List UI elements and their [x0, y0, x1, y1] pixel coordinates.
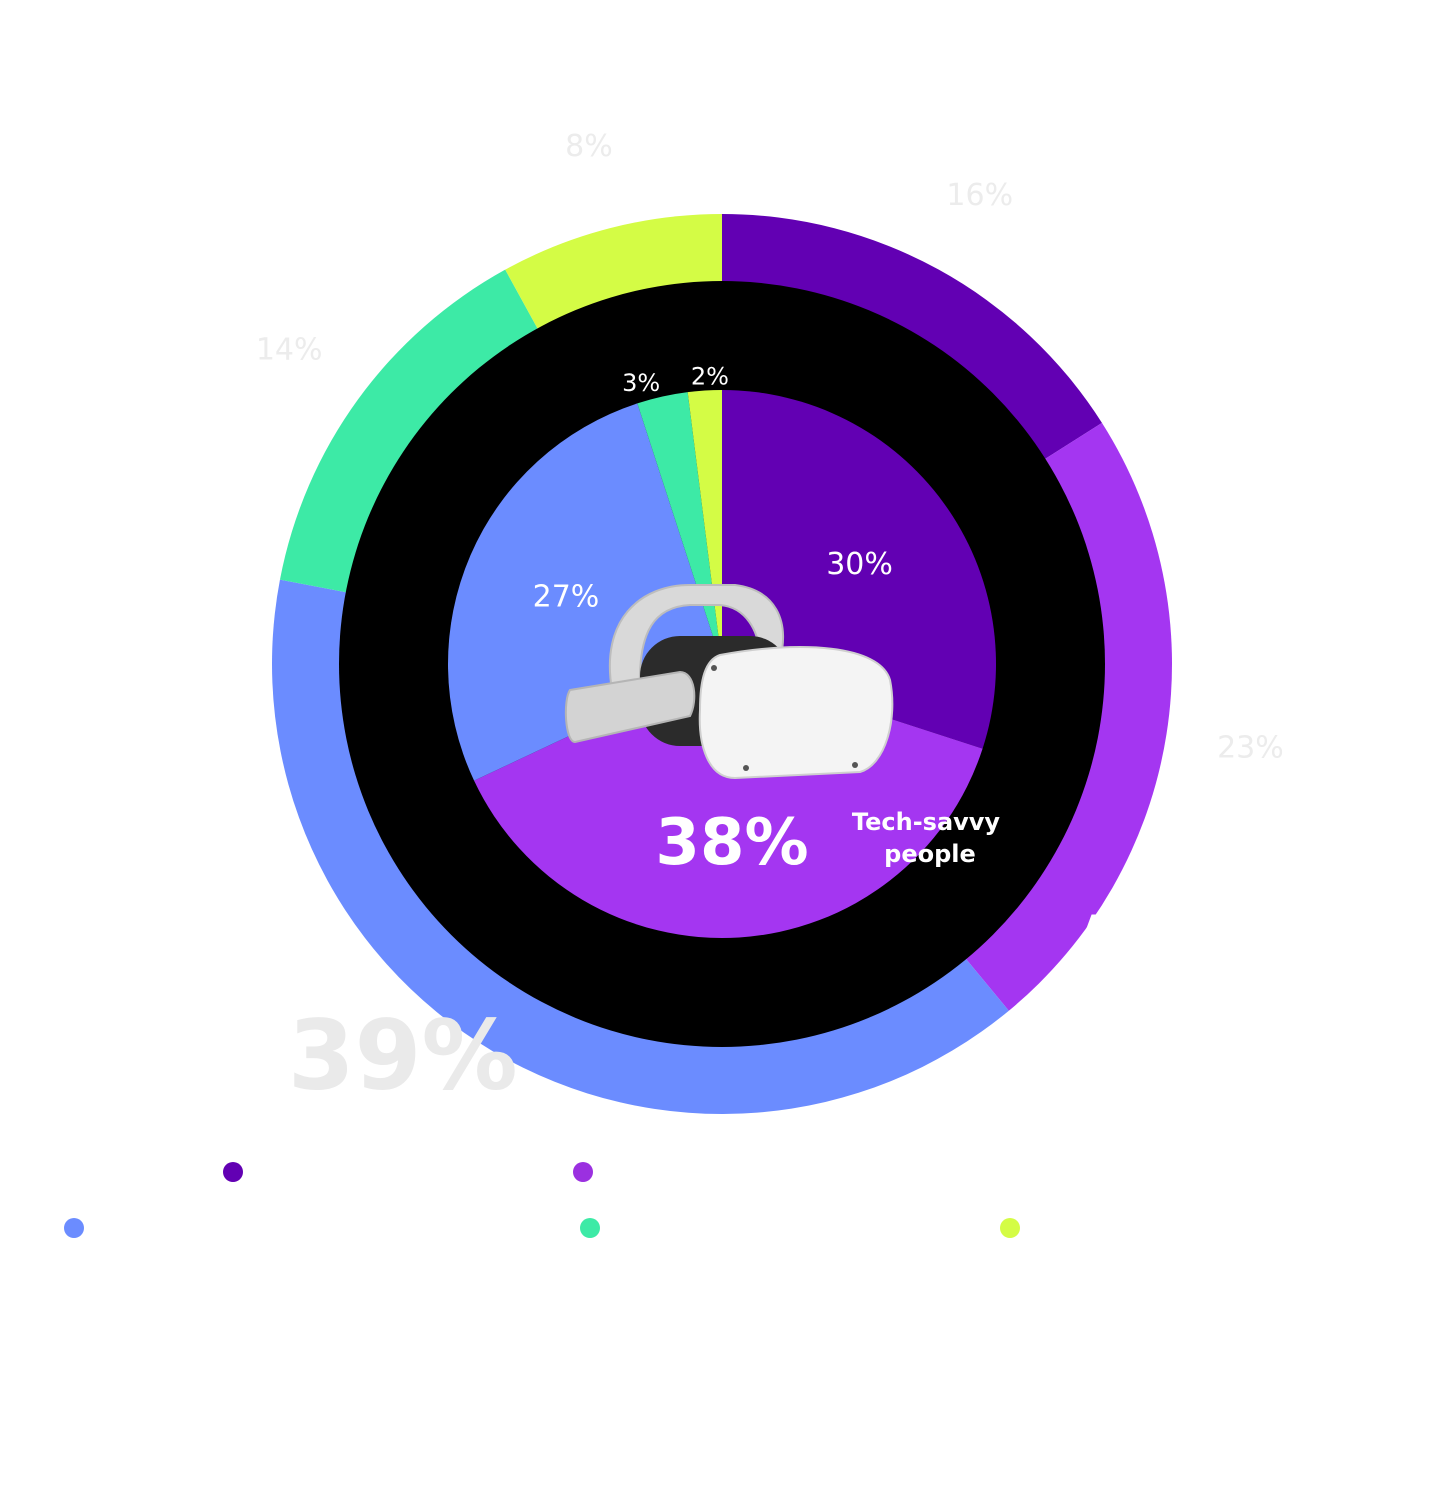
inner-label-2: 27%	[533, 579, 600, 614]
outer-label-2: 39%	[288, 1000, 518, 1112]
outer-label-0: 16%	[946, 178, 1013, 213]
inner-label-0: 30%	[826, 547, 893, 582]
outer-callout-partial: Al	[1085, 910, 1112, 938]
outer-label-4: 8%	[565, 129, 613, 164]
legend-dot-2	[64, 1218, 84, 1238]
chart-labels: 16% 23% 39% 14% 8% 30% 38% 27% 3% 2% Tech-savvy peo…	[256, 129, 1284, 1112]
inner-label-3: 3%	[622, 369, 660, 397]
donut-chart: 16% 23% 39% 14% 8% 30% 38% 27% 3% 2% Tech-savvy peo…	[256, 129, 1284, 1115]
vr-headset-icon	[564, 584, 894, 780]
legend-dot-3	[580, 1218, 600, 1238]
outer-label-1: 23%	[1217, 731, 1284, 766]
legend-dot-0	[223, 1162, 243, 1182]
inner-label-4: 2%	[691, 363, 729, 391]
callout-line-2: people	[884, 840, 976, 868]
inner-label-1: 38%	[655, 806, 808, 880]
outer-label-3: 14%	[256, 333, 323, 368]
legend-dot-1	[573, 1162, 593, 1182]
callout-line-1: Tech-savvy	[852, 808, 1001, 836]
legend-dot-4	[1000, 1218, 1020, 1238]
